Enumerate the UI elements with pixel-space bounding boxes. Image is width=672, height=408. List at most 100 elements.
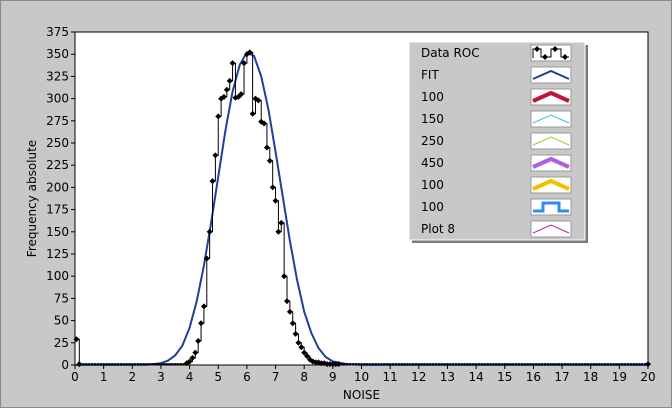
data-roc-baseline-point	[114, 363, 117, 366]
data-roc-baseline-point	[612, 363, 615, 366]
data-roc-point	[269, 184, 276, 191]
data-roc-baseline-point	[455, 363, 458, 366]
legend-swatch	[530, 176, 572, 194]
legend-swatch	[530, 110, 572, 128]
data-roc-point	[295, 339, 302, 346]
legend-item[interactable]: Plot 8	[421, 220, 572, 238]
data-roc-baseline-point	[552, 363, 555, 366]
data-roc-point	[200, 303, 207, 310]
y-axis-title: Frequency absolute	[25, 140, 39, 257]
data-roc-baseline-point	[566, 363, 569, 366]
data-roc-baseline-point	[128, 363, 131, 366]
data-roc-baseline-point	[85, 363, 88, 366]
data-roc-baseline-point	[386, 363, 389, 366]
x-tick-label: 13	[440, 370, 455, 384]
legend[interactable]: Data ROC FIT 100 150 250 450 100 100 Plot 8	[408, 41, 588, 243]
data-roc-baseline-point	[538, 363, 541, 366]
data-roc-baseline-point	[606, 363, 609, 366]
data-roc-baseline-point	[108, 363, 111, 366]
x-tick-label: 16	[526, 370, 541, 384]
legend-item[interactable]: 150	[421, 110, 572, 128]
x-tick-label: 20	[640, 370, 655, 384]
y-tick-label: 0	[61, 358, 69, 372]
x-tick-label: 19	[612, 370, 627, 384]
data-roc-baseline-point	[540, 363, 543, 366]
data-roc-baseline-point	[148, 363, 151, 366]
data-roc-point	[215, 113, 222, 120]
legend-swatch-marker	[562, 54, 568, 60]
data-roc-baseline-point	[581, 363, 584, 366]
data-roc-point	[645, 361, 651, 368]
data-roc-baseline-point	[369, 363, 372, 366]
data-roc-point	[249, 110, 256, 117]
data-roc-baseline-point	[432, 363, 435, 366]
x-tick-label: 14	[468, 370, 483, 384]
data-roc-baseline-point	[91, 363, 94, 366]
data-roc-baseline-point	[389, 363, 392, 366]
data-roc-baseline-point	[446, 363, 449, 366]
data-roc-baseline-point	[498, 363, 501, 366]
data-roc-baseline-point	[635, 363, 638, 366]
data-roc-baseline-point	[629, 363, 632, 366]
data-roc-baseline-point	[162, 363, 165, 366]
data-roc-baseline-point	[174, 363, 177, 366]
data-roc-baseline-point	[137, 363, 140, 366]
data-roc-baseline-point	[157, 363, 160, 366]
data-roc-point	[209, 178, 216, 185]
data-roc-point	[246, 49, 253, 56]
legend-swatch-line	[532, 178, 570, 191]
data-roc-baseline-point	[601, 363, 604, 366]
data-roc-baseline-point	[116, 363, 119, 366]
x-tick-label: 4	[186, 370, 194, 384]
legend-item[interactable]: Data ROC	[421, 44, 572, 62]
data-roc-point	[73, 336, 80, 343]
legend-swatch	[530, 220, 572, 238]
y-tick-label: 50	[54, 314, 69, 328]
data-roc-baseline-point	[99, 363, 102, 366]
data-roc-baseline-point	[417, 363, 420, 366]
legend-item[interactable]: 100	[421, 88, 572, 106]
legend-swatch-line	[532, 69, 570, 80]
legend-swatch-marker	[542, 54, 548, 60]
data-roc-baseline-point	[632, 363, 635, 366]
legend-label: 150	[421, 112, 444, 126]
x-tick-label: 0	[71, 370, 79, 384]
y-tick-label: 75	[54, 291, 69, 305]
data-roc-baseline-point	[145, 363, 148, 366]
y-tick-label: 275	[46, 114, 69, 128]
data-roc-baseline-point	[518, 363, 521, 366]
data-roc-point	[238, 91, 245, 98]
legend-item[interactable]: 450	[421, 154, 572, 172]
data-roc-baseline-point	[592, 363, 595, 366]
data-roc-baseline-point	[102, 363, 105, 366]
data-roc-baseline-point	[563, 363, 566, 366]
data-roc-baseline-point	[423, 363, 426, 366]
data-roc-baseline-point	[609, 363, 612, 366]
legend-item[interactable]: 100	[421, 176, 572, 194]
data-roc-baseline-point	[624, 363, 627, 366]
data-roc-baseline-point	[82, 363, 85, 366]
data-roc-baseline-point	[589, 363, 592, 366]
data-roc-baseline-point	[380, 363, 383, 366]
data-roc-baseline-point	[171, 363, 174, 366]
data-roc-baseline-point	[469, 363, 472, 366]
data-roc-point	[186, 358, 193, 365]
x-tick-label: 1	[100, 370, 108, 384]
legend-item[interactable]: FIT	[421, 66, 572, 84]
legend-label: Data ROC	[421, 46, 480, 60]
legend-swatch-marker	[552, 46, 558, 52]
data-roc-point	[198, 320, 205, 327]
legend-item[interactable]: 100	[421, 198, 572, 216]
data-roc-baseline-point	[426, 363, 429, 366]
x-axis-title: NOISE	[343, 388, 380, 402]
data-roc-baseline-point	[475, 363, 478, 366]
legend-swatch-line	[532, 156, 570, 169]
data-roc-point	[284, 298, 291, 305]
legend-swatch-line	[532, 114, 570, 124]
data-roc-baseline-point	[578, 363, 581, 366]
x-tick-label: 10	[354, 370, 369, 384]
x-tick-label: 5	[214, 370, 222, 384]
data-roc-baseline-point	[523, 363, 526, 366]
data-roc-point	[203, 255, 210, 262]
legend-item[interactable]: 250	[421, 132, 572, 150]
